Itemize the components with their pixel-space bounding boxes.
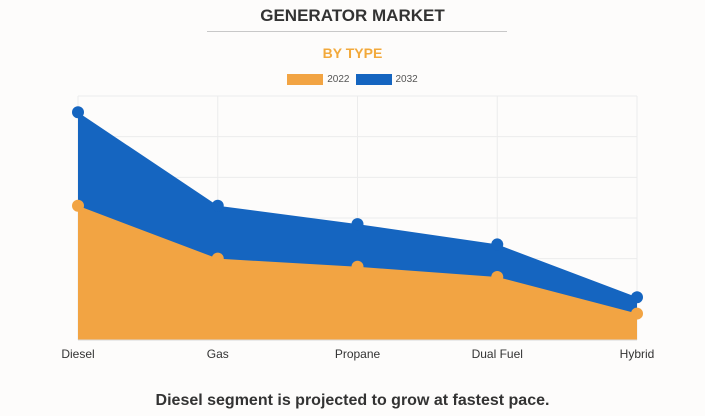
legend-swatch-2032 [355,74,392,85]
data-point-2032-propane [351,218,364,231]
x-tick-label-propane: Propane [335,347,381,361]
chart-subtitle: BY TYPE [322,45,383,61]
data-point-2032-dual-fuel [491,238,504,251]
legend-label-2022: 2022 [327,74,350,85]
legend-item-2022[interactable]: 2022 [287,74,350,85]
x-tick-label-hybrid: Hybrid [620,347,655,361]
data-point-2022-dual-fuel [491,270,504,283]
legend-item-2032[interactable]: 2032 [355,74,418,85]
chart-title: GENERATOR MARKET [260,6,445,25]
data-point-2022-diesel [72,199,84,212]
area-series-2022 [78,205,637,340]
x-tick-label-dual-fuel: Dual Fuel [472,347,523,361]
data-point-2022-gas [211,252,224,265]
data-point-2032-gas [211,199,224,212]
chart-legend: 2022 2032 [0,74,705,85]
chart-caption: Diesel segment is projected to grow at f… [155,392,550,409]
area-chart: Diesel Gas Propane Dual Fuel Hybrid [61,95,655,361]
x-tick-label-diesel: Diesel [61,347,94,361]
data-point-2022-propane [351,260,364,273]
legend-label-2032: 2032 [395,74,418,85]
data-point-2032-diesel [72,106,84,119]
x-tick-label-gas: Gas [207,347,229,361]
legend-swatch-2022 [287,74,324,85]
title-divider [207,31,507,32]
data-point-2022-hybrid [631,307,643,320]
data-point-2032-hybrid [631,291,643,304]
